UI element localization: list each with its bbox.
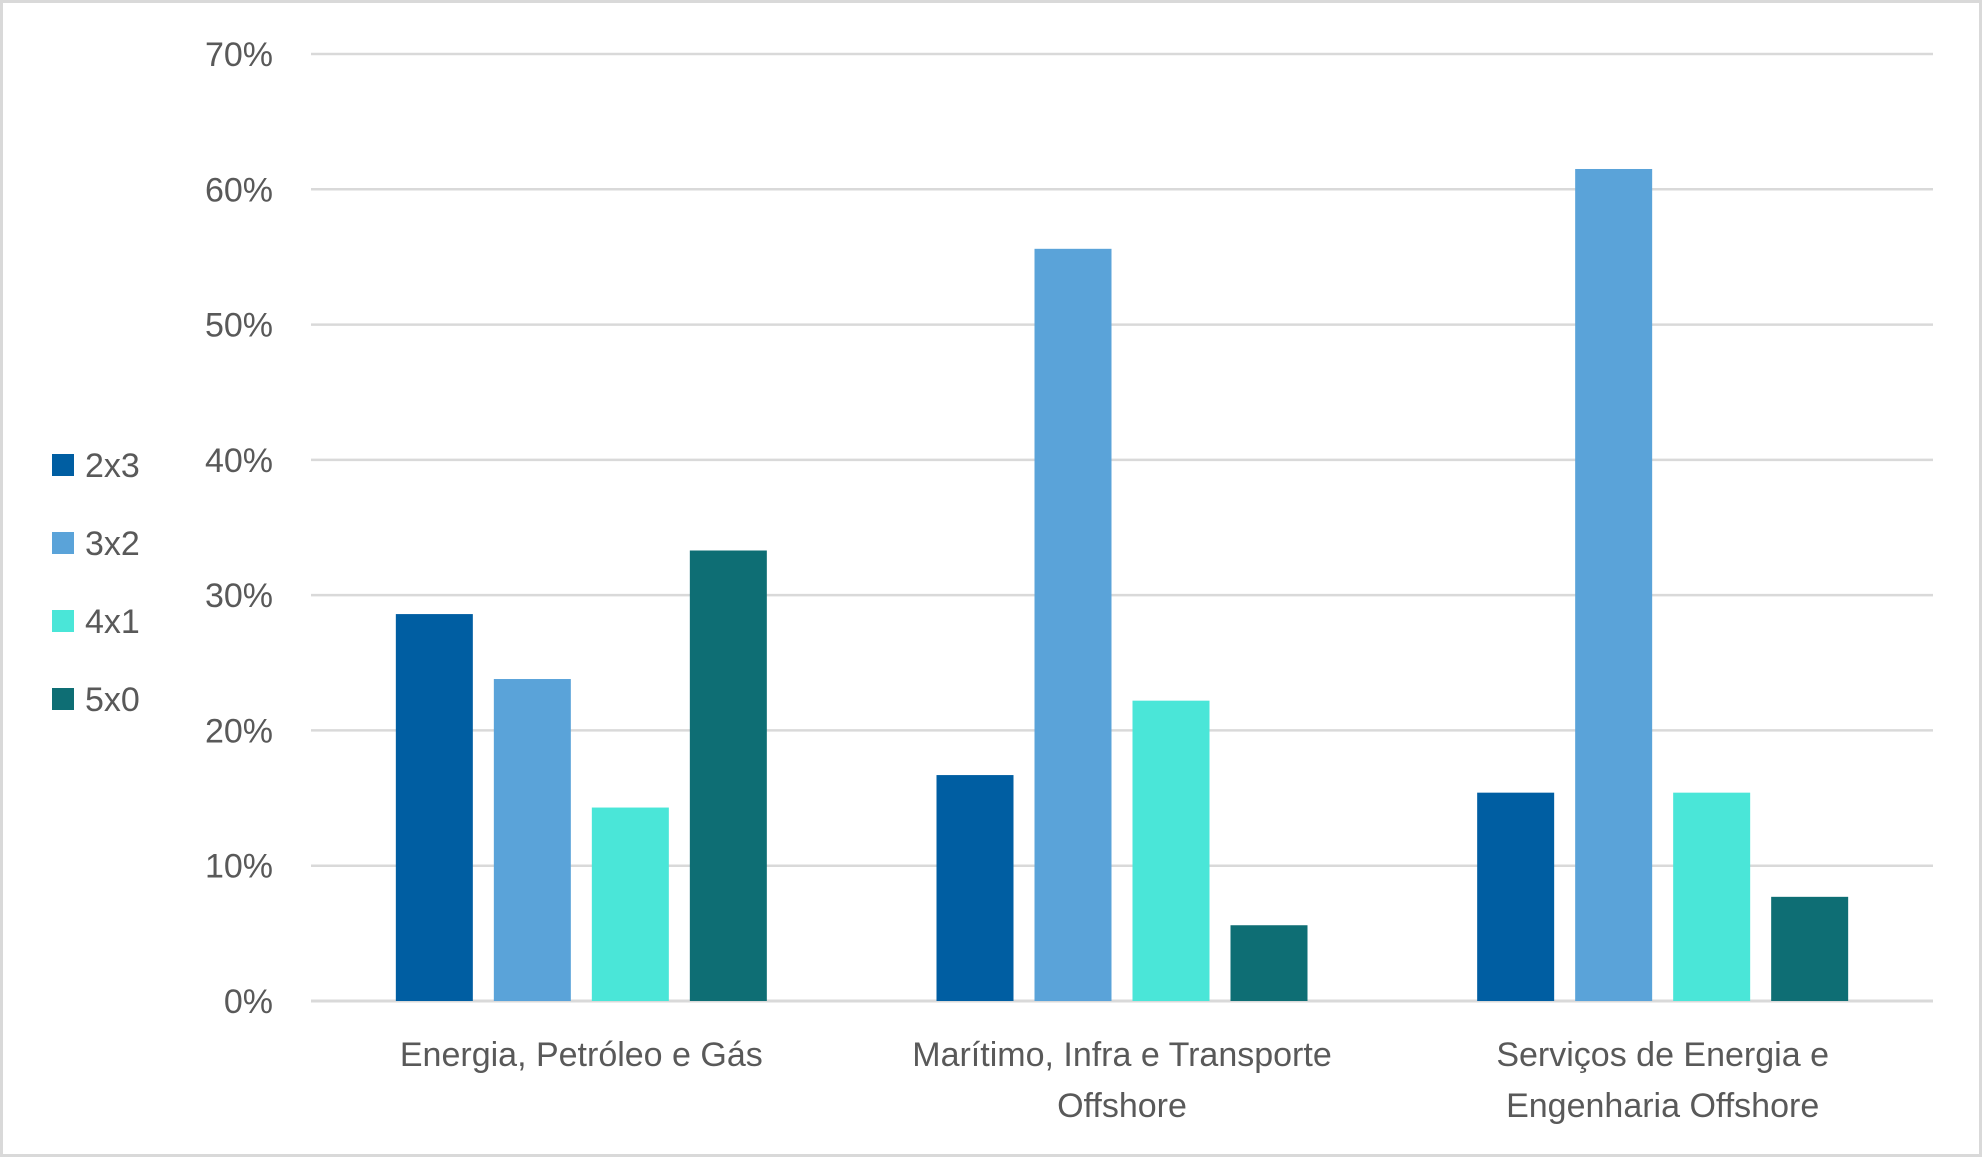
legend-label: 3x2 [85, 525, 140, 563]
bar-2x3-cat-2 [936, 775, 1014, 1001]
bar-3x2-cat-3 [1575, 168, 1653, 1001]
bar-3x2-cat-2 [1034, 248, 1112, 1002]
bars [395, 168, 1849, 1002]
category-label: Serviços de Energia e [1496, 1036, 1829, 1074]
legend-label: 4x1 [85, 603, 140, 641]
legend-swatch [52, 532, 74, 554]
bar-4x1-cat-3 [1673, 792, 1751, 1001]
legend-label: 5x0 [85, 681, 140, 719]
x-axis-category-labels: Energia, Petróleo e Gás Marítimo, Infra e… [400, 1036, 1829, 1125]
bar-4x1-cat-1 [591, 807, 669, 1001]
bar-5x0-cat-1 [689, 550, 767, 1001]
category-label: Energia, Petróleo e Gás [400, 1036, 763, 1074]
category-label: Marítimo, Infra e Transporte [912, 1036, 1332, 1074]
bar-5x0-cat-2 [1230, 925, 1308, 1001]
category-label: Engenharia Offshore [1506, 1087, 1819, 1125]
legend-swatch [52, 454, 74, 476]
bar-4x1-cat-2 [1132, 700, 1210, 1001]
y-tick-label: 30% [205, 577, 273, 615]
bar-2x3-cat-3 [1477, 792, 1555, 1001]
legend-swatch [52, 610, 74, 632]
y-tick-label: 40% [205, 442, 273, 480]
y-tick-label: 0% [224, 983, 273, 1021]
y-axis-tick-labels: 0% 10% 20% 30% 40% 50% 60% 70% [205, 36, 273, 1021]
bar-3x2-cat-1 [493, 679, 571, 1001]
category-label: Offshore [1057, 1087, 1187, 1125]
gridlines [311, 52, 1933, 1003]
y-tick-label: 50% [205, 307, 273, 345]
y-tick-label: 60% [205, 171, 273, 209]
y-tick-label: 70% [205, 36, 273, 74]
legend-label: 2x3 [85, 447, 140, 485]
grouped-bar-chart: 0% 10% 20% 30% 40% 50% 60% 70% Energia, Petróle… [52, 36, 1933, 1125]
bar-5x0-cat-3 [1771, 896, 1849, 1001]
legend: 2x3 3x2 4x1 5x0 [52, 447, 140, 719]
y-tick-label: 20% [205, 712, 273, 750]
legend-swatch [52, 688, 74, 710]
bar-2x3-cat-1 [395, 614, 473, 1001]
y-tick-label: 10% [205, 848, 273, 886]
